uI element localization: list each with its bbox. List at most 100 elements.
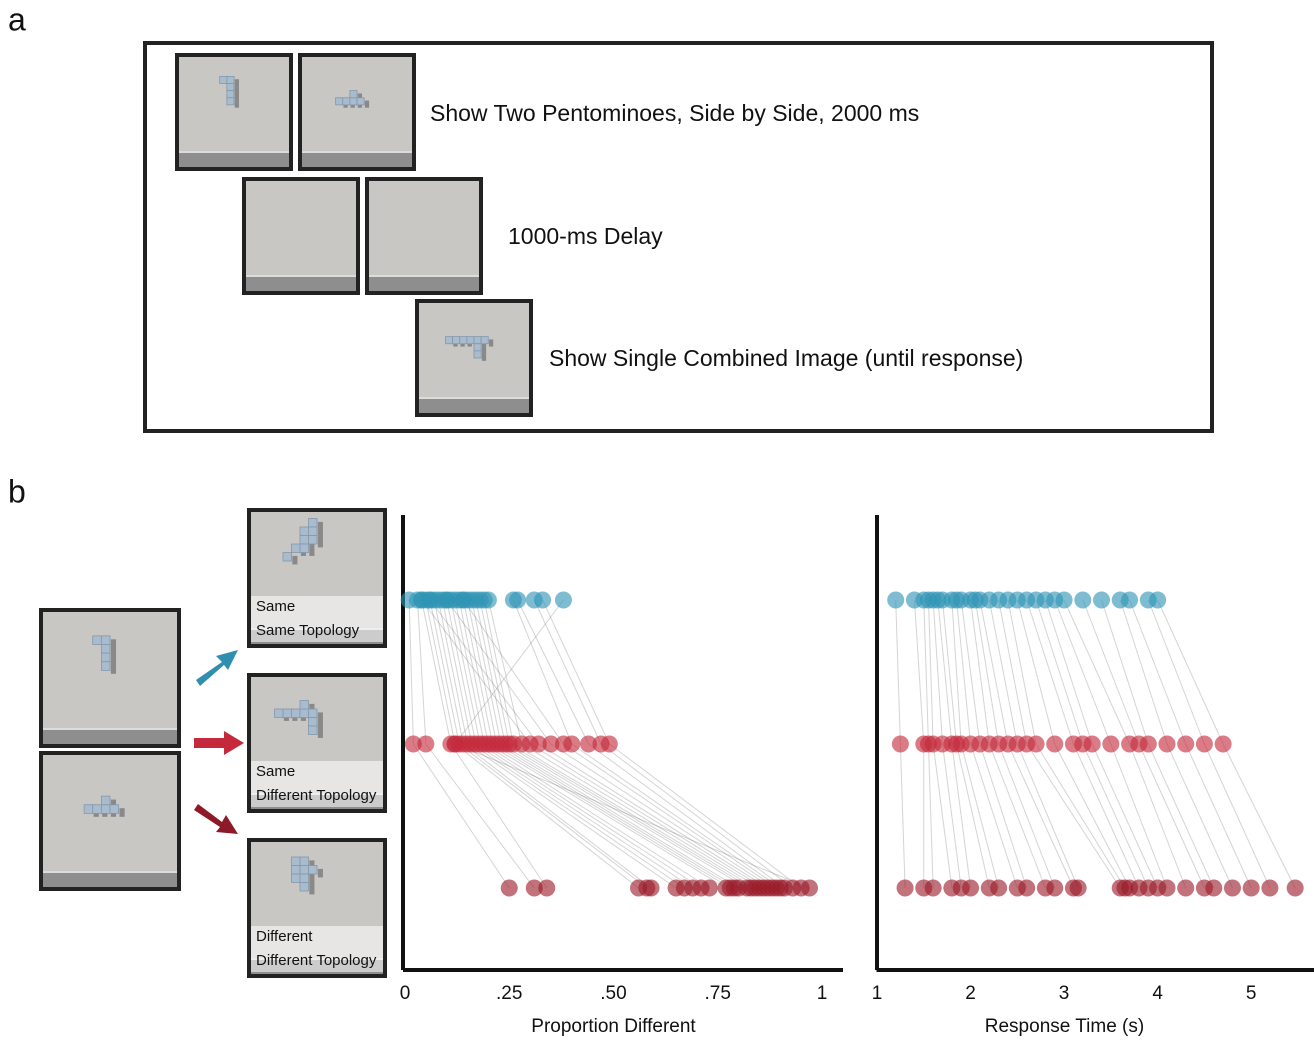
shadow xyxy=(318,729,323,738)
x-tick-label: 0 xyxy=(400,983,411,1004)
point xyxy=(480,592,497,609)
connector xyxy=(1139,744,1204,888)
shadow xyxy=(482,347,486,354)
point xyxy=(1018,880,1035,897)
arrows xyxy=(194,650,244,834)
point xyxy=(455,592,472,609)
condition-label: Same Topology xyxy=(256,622,360,639)
block xyxy=(309,718,318,727)
shadow xyxy=(318,539,323,548)
shadow xyxy=(235,79,239,86)
x-tick-label: 2 xyxy=(965,983,976,1004)
point xyxy=(417,736,434,753)
connector xyxy=(1092,744,1157,888)
point xyxy=(1215,736,1232,753)
condition-label: Different Topology xyxy=(256,787,377,804)
figure: a b Show Two Pentominoes, Side by Side, … xyxy=(0,0,1314,1040)
connector xyxy=(447,600,551,744)
block xyxy=(309,527,318,536)
connector xyxy=(1036,744,1125,888)
point xyxy=(534,592,551,609)
shadow xyxy=(111,639,116,648)
block xyxy=(227,76,234,83)
block xyxy=(309,536,318,545)
condition-label: Different Topology xyxy=(256,952,377,969)
connector xyxy=(409,600,413,744)
procedure-step: 1000-ms Delay xyxy=(508,223,663,249)
point xyxy=(1243,880,1260,897)
image-floor xyxy=(41,873,179,889)
arrow xyxy=(196,650,238,686)
image-floor xyxy=(367,277,481,293)
connector xyxy=(900,744,905,888)
image-bg xyxy=(41,753,179,889)
block xyxy=(309,866,318,875)
block xyxy=(446,337,453,344)
block xyxy=(292,874,301,883)
block xyxy=(467,337,474,344)
block xyxy=(93,805,102,814)
shadow xyxy=(309,547,314,556)
connector xyxy=(609,744,801,888)
x-tick-label: .50 xyxy=(600,983,626,1004)
block xyxy=(300,857,309,866)
image-floor-edge xyxy=(41,728,179,730)
connector xyxy=(1223,744,1295,888)
block xyxy=(101,805,110,814)
block xyxy=(283,553,292,562)
point xyxy=(1177,880,1194,897)
block xyxy=(93,636,102,645)
stimulus-image: Same Same Topology xyxy=(249,510,385,646)
shadow xyxy=(318,522,323,531)
point xyxy=(1149,592,1166,609)
point xyxy=(422,592,439,609)
block xyxy=(350,91,357,98)
block xyxy=(460,337,467,344)
block xyxy=(110,805,119,814)
stimulus-image xyxy=(244,179,358,293)
condition-label: Same xyxy=(256,598,295,615)
image-bg xyxy=(41,610,179,746)
shadow xyxy=(365,101,369,108)
shadow xyxy=(318,712,323,721)
point xyxy=(1159,880,1176,897)
connector xyxy=(924,600,929,744)
shadow xyxy=(235,93,239,100)
point xyxy=(509,592,526,609)
connector xyxy=(534,600,601,744)
point xyxy=(1224,880,1241,897)
stimulus-image xyxy=(41,753,179,889)
block xyxy=(227,84,234,91)
block xyxy=(350,98,357,105)
point xyxy=(1070,880,1087,897)
connector xyxy=(1120,600,1167,744)
connector xyxy=(1130,600,1186,744)
point xyxy=(1159,736,1176,753)
procedure-step: Show Single Combined Image (until respon… xyxy=(549,345,1023,371)
image-floor-edge xyxy=(41,871,179,873)
connector xyxy=(1045,600,1092,744)
connector xyxy=(1064,600,1129,744)
connector xyxy=(513,744,755,888)
stimulus-image: SameDifferent Topology xyxy=(249,675,385,811)
connector xyxy=(1036,600,1083,744)
block xyxy=(275,709,284,718)
connector xyxy=(942,744,961,888)
connector xyxy=(1204,744,1269,888)
x-tick-label: 3 xyxy=(1059,983,1070,1004)
block xyxy=(300,883,309,892)
x-axis-title: Response Time (s) xyxy=(985,1016,1144,1037)
stimulus-image xyxy=(41,610,179,746)
point xyxy=(801,880,818,897)
shadow xyxy=(235,101,239,108)
connector xyxy=(1083,600,1139,744)
image-floor-edge xyxy=(177,151,291,153)
point xyxy=(1196,736,1213,753)
block xyxy=(101,653,110,662)
block xyxy=(453,337,460,344)
point xyxy=(1056,592,1073,609)
shadow xyxy=(309,877,314,886)
shadow xyxy=(489,339,493,346)
connector xyxy=(455,744,809,888)
connector xyxy=(1027,600,1074,744)
